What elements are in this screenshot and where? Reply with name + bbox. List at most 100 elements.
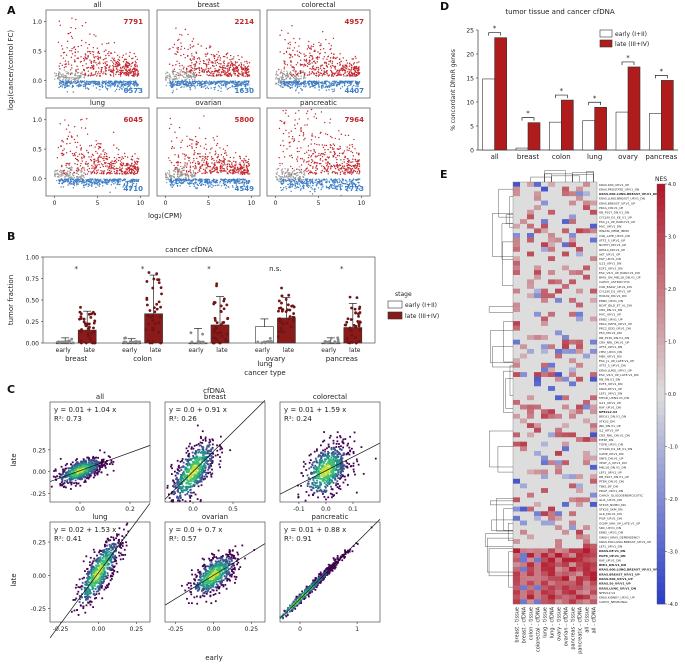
down-point [225, 184, 228, 187]
up-point [130, 158, 133, 160]
up-point [354, 55, 357, 58]
ns-point [80, 174, 83, 176]
up-point [310, 55, 313, 57]
up-point [190, 64, 192, 67]
ma-plot-title: ovarian [195, 99, 221, 107]
up-point [178, 38, 180, 41]
up-point [326, 72, 328, 74]
up-point [314, 151, 317, 154]
up-point [213, 57, 216, 60]
up-point [121, 165, 124, 167]
down-point [295, 84, 297, 86]
down-point [216, 82, 218, 84]
ns-point [83, 74, 86, 77]
ns-point [173, 177, 176, 179]
up-point [211, 157, 214, 160]
up-point [308, 171, 311, 174]
up-point [279, 51, 281, 53]
up-point [121, 56, 124, 59]
ns-point [279, 72, 282, 75]
up-point [222, 67, 224, 69]
ns-point [67, 175, 70, 177]
down-point [196, 187, 198, 189]
ns-point [74, 70, 77, 72]
up-point [336, 70, 338, 73]
up-point [329, 146, 332, 149]
down-point [324, 82, 326, 84]
up-point [113, 41, 116, 44]
up-point [339, 58, 341, 60]
up-point [350, 150, 352, 153]
down-point [289, 84, 292, 86]
up-point [289, 165, 292, 168]
up-point [95, 172, 98, 175]
up-point [77, 51, 79, 53]
ns-point [191, 174, 194, 176]
up-point [182, 68, 185, 70]
up-point [215, 152, 217, 155]
up-point [117, 167, 119, 170]
up-point [187, 48, 189, 51]
ns-point [58, 79, 61, 81]
down-point [72, 181, 75, 184]
up-point [71, 152, 74, 155]
up-point [296, 168, 298, 170]
up-point [128, 55, 131, 57]
up-point [98, 57, 100, 59]
up-point [104, 63, 107, 65]
up-point [211, 168, 213, 171]
up-point [346, 74, 348, 76]
up-point [83, 167, 85, 169]
down-point [113, 81, 116, 83]
ns-point [280, 176, 282, 178]
up-point [300, 168, 303, 171]
up-point [97, 161, 99, 164]
down-point [184, 80, 186, 82]
up-point [178, 62, 181, 65]
down-point [285, 81, 288, 83]
down-point [340, 80, 343, 82]
down-point [211, 81, 213, 84]
up-point [312, 160, 314, 162]
up-point [93, 170, 95, 172]
up-point [173, 68, 176, 70]
up-point [346, 165, 348, 167]
up-point [290, 154, 293, 157]
ns-point [176, 167, 178, 169]
up-point [334, 65, 337, 68]
down-point [133, 84, 135, 87]
down-point [224, 179, 226, 182]
up-point [298, 140, 300, 143]
up-point [119, 166, 121, 168]
up-point [199, 145, 202, 147]
up-point [344, 69, 346, 71]
down-point [116, 81, 119, 83]
up-point [127, 63, 129, 65]
down-point [282, 82, 284, 85]
up-point [198, 74, 200, 77]
up-point [209, 172, 212, 174]
up-point [215, 70, 217, 72]
ns-point [192, 175, 195, 177]
ns-point [303, 173, 305, 176]
up-point [329, 57, 332, 59]
ns-point [166, 76, 168, 78]
up-point [289, 155, 291, 157]
up-point [300, 129, 302, 132]
up-point [68, 164, 70, 166]
up-point [110, 59, 112, 62]
up-point [309, 67, 311, 70]
down-point [304, 81, 306, 84]
up-point [313, 43, 315, 46]
up-point [330, 67, 332, 69]
down-point [85, 81, 87, 83]
ns-point [185, 78, 188, 80]
up-point [87, 75, 89, 77]
up-point [198, 57, 200, 59]
down-point [218, 184, 220, 186]
down-point [197, 83, 199, 85]
down-point [333, 88, 335, 90]
up-point [74, 157, 77, 160]
down-point [99, 180, 102, 182]
